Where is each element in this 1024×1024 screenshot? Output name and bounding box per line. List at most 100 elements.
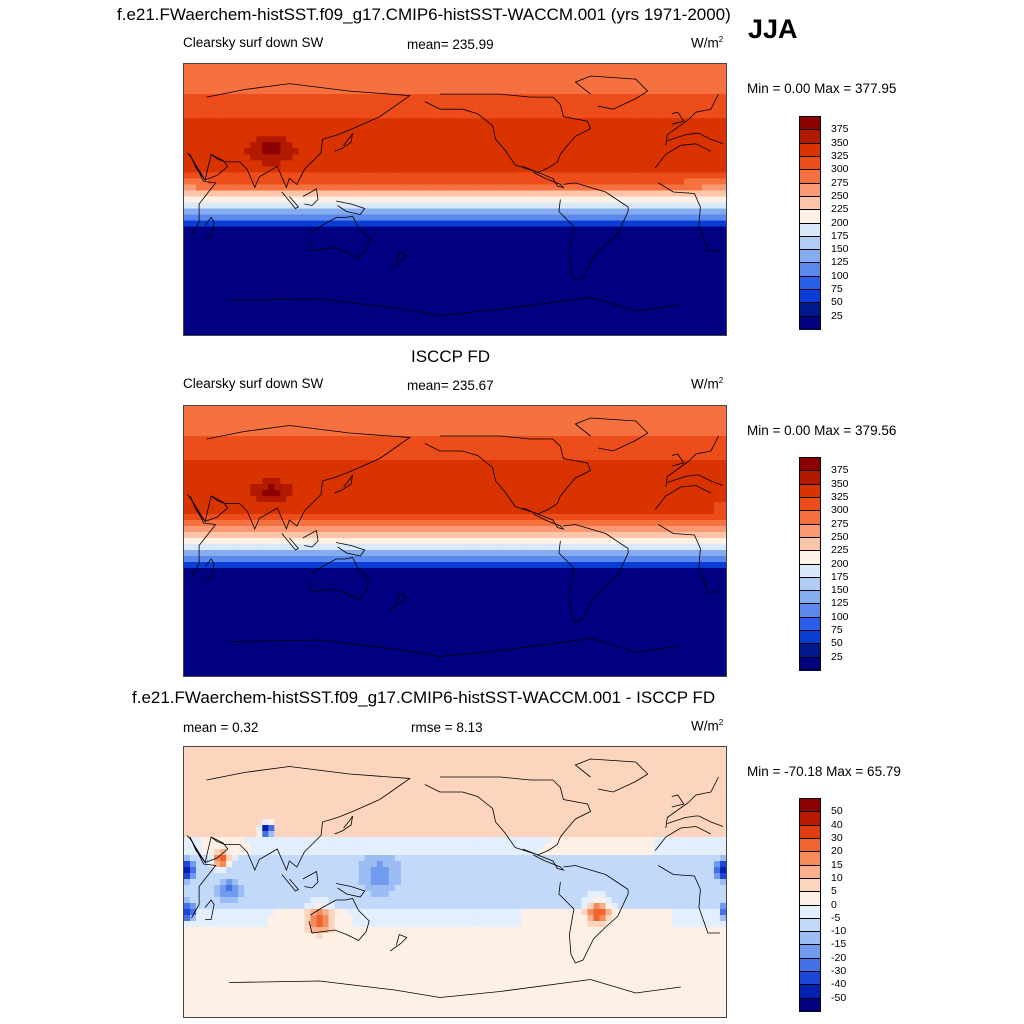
map-cell — [713, 88, 721, 95]
map-cell — [665, 118, 673, 125]
map-cell — [653, 82, 661, 89]
map-cell — [238, 406, 245, 413]
map-cell — [521, 214, 528, 222]
map-cell — [491, 454, 498, 461]
map-cell — [430, 268, 438, 276]
map-cell — [298, 448, 306, 455]
map-cell — [563, 274, 571, 282]
map-cell — [448, 172, 456, 180]
map-cell — [683, 448, 691, 455]
map-cell — [707, 82, 715, 89]
map-cell — [623, 274, 631, 282]
map-cell — [671, 316, 679, 324]
map-cell — [503, 406, 510, 413]
map-cell — [455, 430, 462, 437]
map-cell — [388, 424, 396, 431]
map-cell — [310, 262, 318, 270]
map-cell — [412, 154, 420, 161]
map-cell — [382, 304, 390, 312]
map-cell — [274, 262, 281, 270]
map-cell — [713, 406, 721, 413]
map-cell — [515, 436, 522, 443]
map-cell — [190, 418, 197, 425]
map-cell — [461, 286, 468, 294]
map-cell — [430, 172, 438, 180]
map-cell — [533, 112, 540, 119]
map-cell — [412, 178, 420, 186]
map-cell — [545, 412, 552, 419]
map-cell — [629, 172, 637, 180]
map-cell — [677, 250, 685, 258]
map-cell — [551, 148, 558, 155]
map-cell — [467, 418, 474, 425]
map-cell — [581, 178, 589, 186]
map-cell — [515, 154, 522, 161]
map-cell — [485, 406, 492, 413]
map-cell — [328, 454, 336, 461]
map-cell — [418, 238, 426, 246]
map-cell — [623, 196, 631, 204]
map-cell — [274, 232, 281, 240]
map-cell — [412, 82, 420, 89]
map-cell — [220, 262, 227, 270]
map-cell — [412, 202, 420, 210]
map-cell — [292, 406, 300, 413]
map-cell — [328, 262, 336, 270]
map-cell — [286, 250, 293, 258]
map-cell — [521, 424, 528, 431]
map-cell — [491, 406, 498, 413]
map-cell — [593, 154, 601, 161]
map-cell — [382, 208, 390, 216]
map-cell — [448, 160, 456, 167]
map-cell — [394, 178, 402, 186]
map-cell — [400, 154, 408, 161]
map-cell — [629, 442, 637, 449]
map-cell — [280, 184, 287, 192]
map-cell — [388, 286, 396, 294]
map-cell — [430, 328, 438, 335]
map-cell — [190, 232, 197, 240]
map-cell — [280, 124, 287, 131]
map-cell — [623, 292, 631, 300]
map-cell — [394, 406, 402, 413]
map-cell — [701, 94, 709, 101]
map-cell — [551, 208, 558, 216]
map-cell — [184, 328, 191, 335]
map-cell — [370, 196, 378, 204]
map-cell — [352, 274, 360, 282]
map-cell — [364, 430, 372, 437]
map-cell — [436, 406, 444, 413]
map-cell — [280, 412, 287, 419]
map-cell — [274, 178, 281, 186]
map-cell — [509, 64, 516, 71]
map-cell — [593, 130, 601, 137]
map-cell — [665, 418, 673, 425]
map-cell — [647, 286, 655, 294]
map-cell — [214, 244, 221, 252]
map-cell — [587, 124, 595, 131]
map-cell — [292, 460, 300, 467]
map-cell — [280, 88, 287, 95]
map-cell — [455, 100, 462, 107]
map-cell — [238, 436, 245, 443]
map-cell — [641, 178, 649, 186]
map-cell — [250, 418, 257, 425]
map-cell — [316, 94, 324, 101]
map-cell — [196, 106, 203, 113]
map-cell — [328, 448, 336, 455]
map-cell — [617, 64, 625, 71]
map-cell — [617, 178, 625, 186]
map-cell — [250, 112, 257, 119]
map-cell — [641, 118, 649, 125]
map-cell — [491, 124, 498, 131]
map-cell — [244, 316, 251, 324]
map-cell — [503, 286, 510, 294]
map-cell — [671, 136, 679, 143]
map-cell — [521, 442, 528, 449]
map-cell — [322, 190, 330, 198]
map-cell — [581, 460, 589, 467]
map-cell — [244, 226, 251, 234]
map-cell — [256, 184, 263, 192]
map-cell — [214, 460, 221, 467]
map-cell — [461, 88, 468, 95]
